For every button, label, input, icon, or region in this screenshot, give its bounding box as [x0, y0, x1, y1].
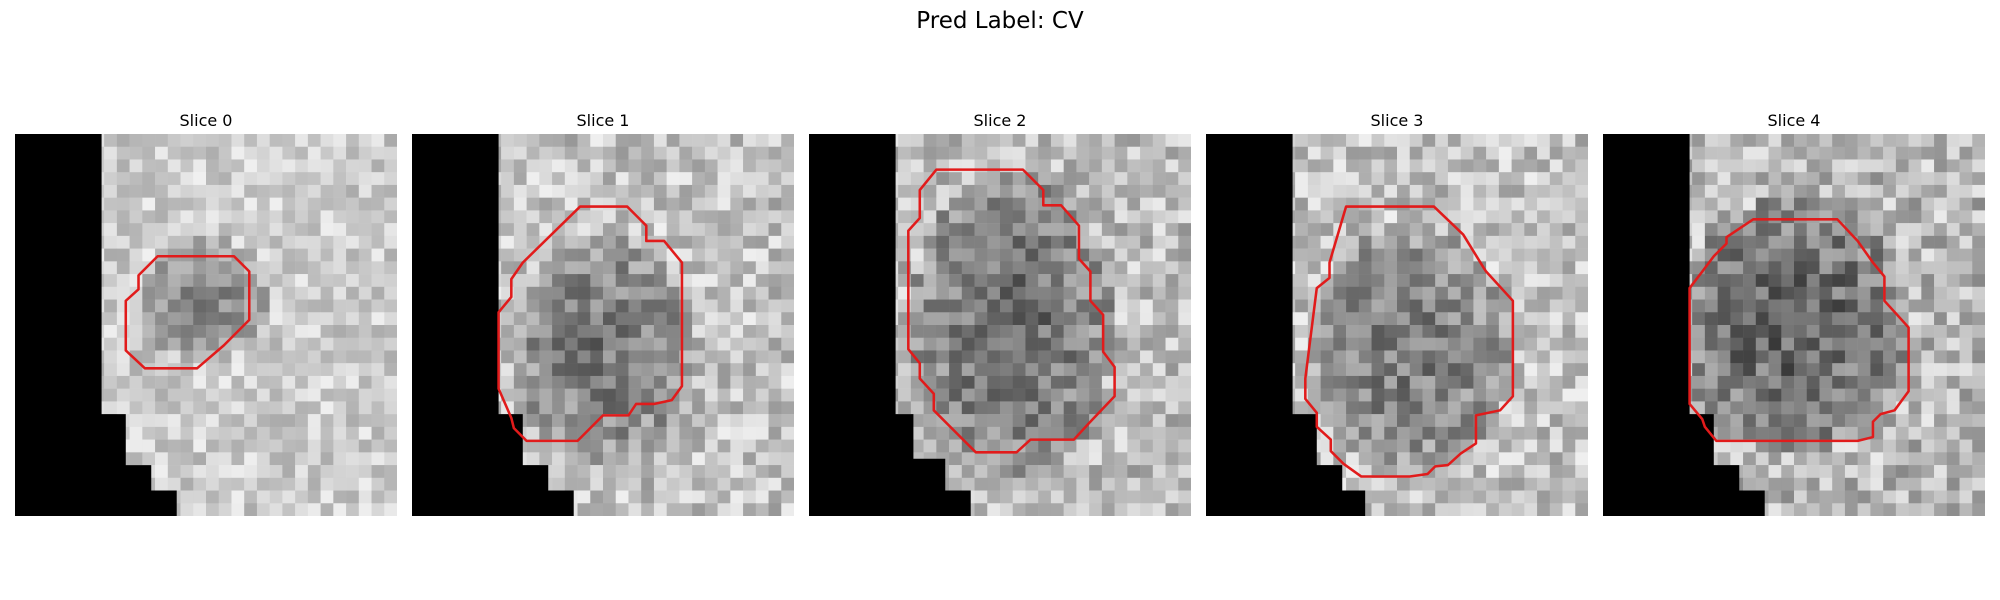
mask-region — [809, 134, 971, 516]
slice-image — [1603, 134, 1985, 516]
mask-region — [412, 134, 574, 516]
slice-title: Slice 1 — [576, 111, 630, 130]
slice-panel-0: Slice 0 — [15, 110, 397, 516]
segmentation-contour — [124, 254, 251, 370]
slice-panel-4: Slice 4 — [1603, 110, 1985, 516]
mask-region — [1206, 134, 1366, 516]
slice-title: Slice 2 — [973, 111, 1027, 130]
segmentation-contour — [907, 168, 1116, 454]
slice-image — [1206, 134, 1588, 516]
mask-region — [1603, 134, 1765, 516]
slice-image — [412, 134, 794, 516]
slice-image — [15, 134, 397, 516]
segmentation-contour — [1688, 218, 1910, 443]
segmentation-contour — [497, 205, 684, 443]
slice-title: Slice 3 — [1370, 111, 1424, 130]
mask-region — [15, 134, 177, 516]
figure-title: Pred Label: CV — [916, 8, 1084, 34]
slice-panel-1: Slice 1 — [412, 110, 794, 516]
segmentation-contour — [1304, 205, 1515, 478]
slice-panel-3: Slice 3 — [1206, 110, 1588, 516]
slice-title: Slice 0 — [179, 111, 233, 130]
slice-title: Slice 4 — [1767, 111, 1821, 130]
slice-image — [809, 134, 1191, 516]
slice-panel-2: Slice 2 — [809, 110, 1191, 516]
